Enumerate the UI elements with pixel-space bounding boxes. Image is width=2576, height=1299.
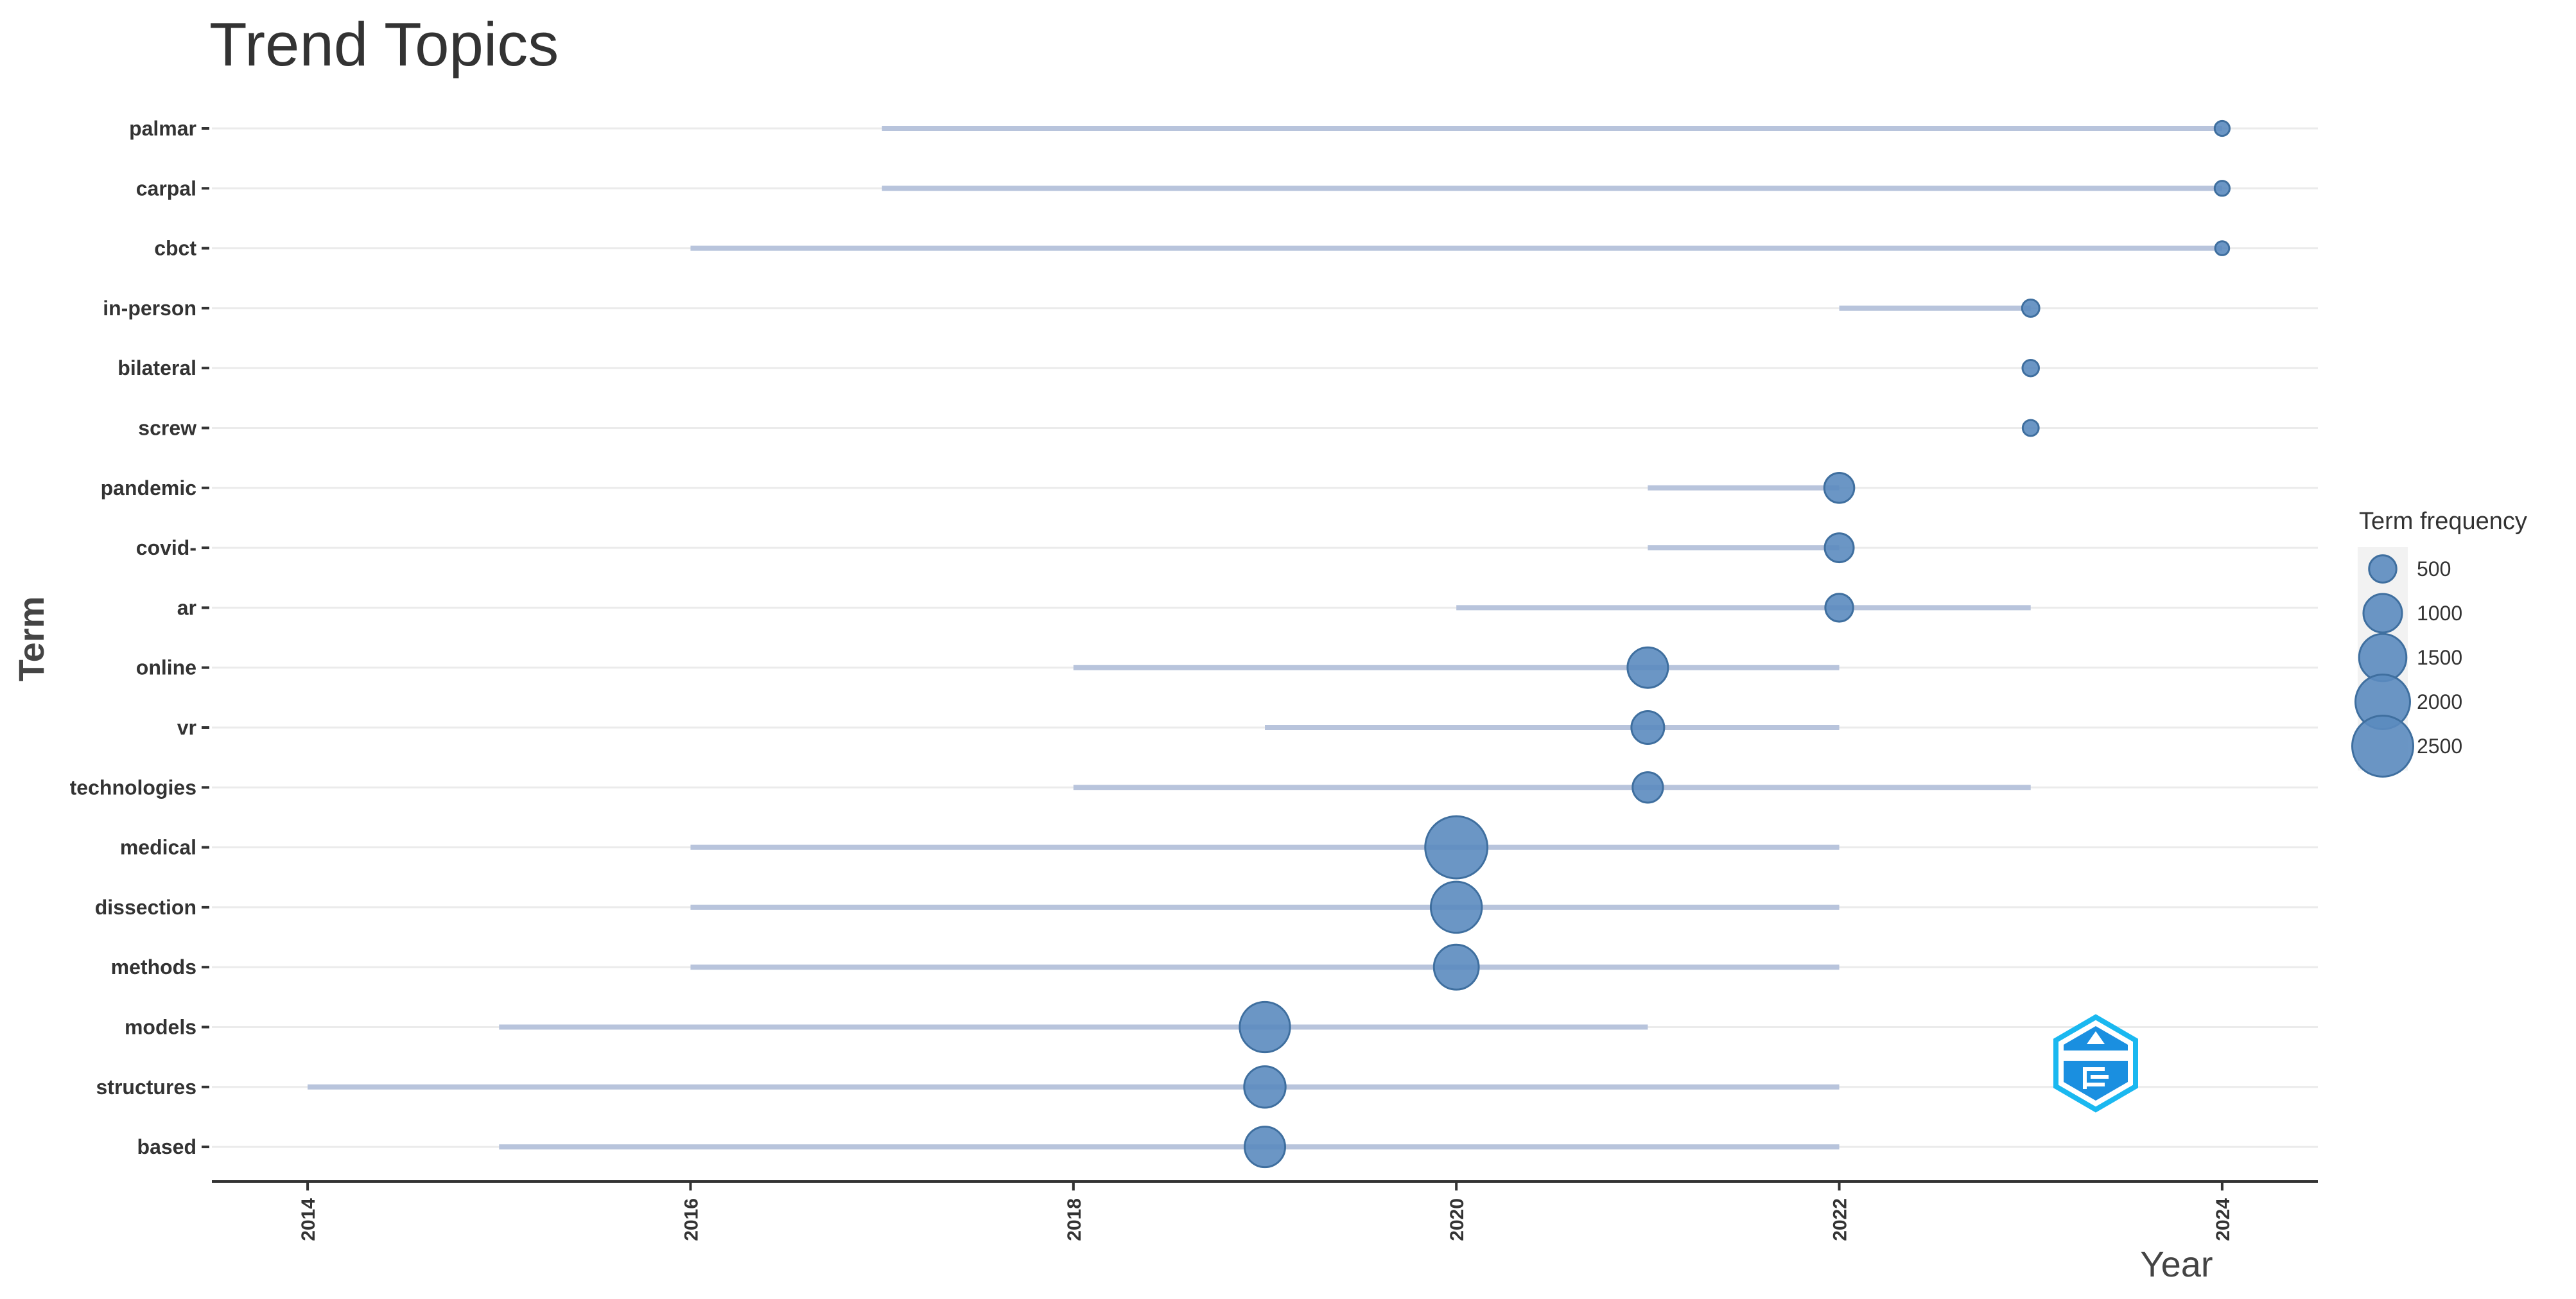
y-tick-label: cbct [154, 237, 196, 260]
y-tick-label: models [125, 1016, 196, 1039]
term-point [1823, 472, 1856, 504]
y-tick-label: pandemic [101, 476, 196, 500]
legend-key [2362, 593, 2403, 634]
term-point [1243, 1126, 1287, 1169]
y-tick-label: vr [177, 716, 196, 739]
term-point [2213, 180, 2231, 197]
term-point [1432, 943, 1480, 991]
term-point [1824, 593, 1854, 623]
bibliometrix-logo [2053, 1014, 2138, 1113]
y-axis: palmar carpal cbct in-person bilateral screw p… [70, 117, 209, 1158]
x-tick-label: 2018 [1064, 1198, 1085, 1241]
y-tick-label: based [137, 1135, 196, 1158]
legend-title: Term frequency [2359, 508, 2527, 535]
y-tick-label: screw [138, 417, 196, 440]
y-tick-label: bilateral [117, 356, 196, 379]
x-axis: 2014 2016 2018 2020 2022 2024 [298, 1181, 2234, 1241]
y-tick-label: structures [96, 1076, 197, 1099]
x-tick-label: 2020 [1447, 1198, 1468, 1241]
legend-label: 1000 [2417, 602, 2462, 625]
legend-key [2368, 554, 2398, 584]
term-point [2214, 240, 2231, 256]
x-tick-label: 2016 [681, 1198, 702, 1241]
y-tick-label: medical [120, 836, 196, 859]
term-points [1239, 119, 2231, 1169]
y-tick-label: covid- [136, 536, 196, 559]
y-tick-label: palmar [129, 117, 196, 140]
term-point [2021, 419, 2040, 437]
term-point [1632, 771, 1664, 804]
term-point [1630, 710, 1666, 745]
legend-label: 500 [2417, 557, 2451, 580]
term-point [1424, 815, 1489, 880]
x-axis-title: Year [2140, 1244, 2213, 1284]
term-point [2021, 298, 2041, 318]
y-tick-label: online [136, 656, 196, 679]
y-axis-title: Term [11, 597, 51, 682]
term-point [2021, 358, 2040, 378]
term-point [2213, 119, 2231, 137]
y-tick-label: dissection [95, 896, 196, 919]
legend-label: 1500 [2417, 646, 2462, 669]
term-point [1626, 646, 1669, 689]
legend: Term frequency 500 1000 1500 2000 2500 [2351, 508, 2527, 778]
y-tick-label: ar [177, 596, 196, 619]
x-tick-label: 2024 [2213, 1198, 2234, 1241]
term-ranges [308, 126, 2222, 1150]
legend-label: 2000 [2417, 690, 2462, 713]
grid-lines [212, 127, 2318, 1148]
term-point [1823, 532, 1855, 564]
x-tick-label: 2014 [298, 1198, 319, 1241]
term-point [1429, 880, 1483, 934]
term-point [1239, 1000, 1291, 1054]
x-tick-label: 2022 [1830, 1198, 1851, 1241]
y-tick-label: in-person [103, 297, 196, 320]
legend-label: 2500 [2417, 735, 2462, 758]
chart-title: Trend Topics [209, 10, 559, 79]
y-tick-label: technologies [70, 776, 196, 799]
y-tick-label: carpal [136, 177, 196, 200]
y-tick-label: methods [111, 955, 196, 979]
legend-key [2351, 715, 2414, 778]
term-point [1243, 1065, 1287, 1109]
